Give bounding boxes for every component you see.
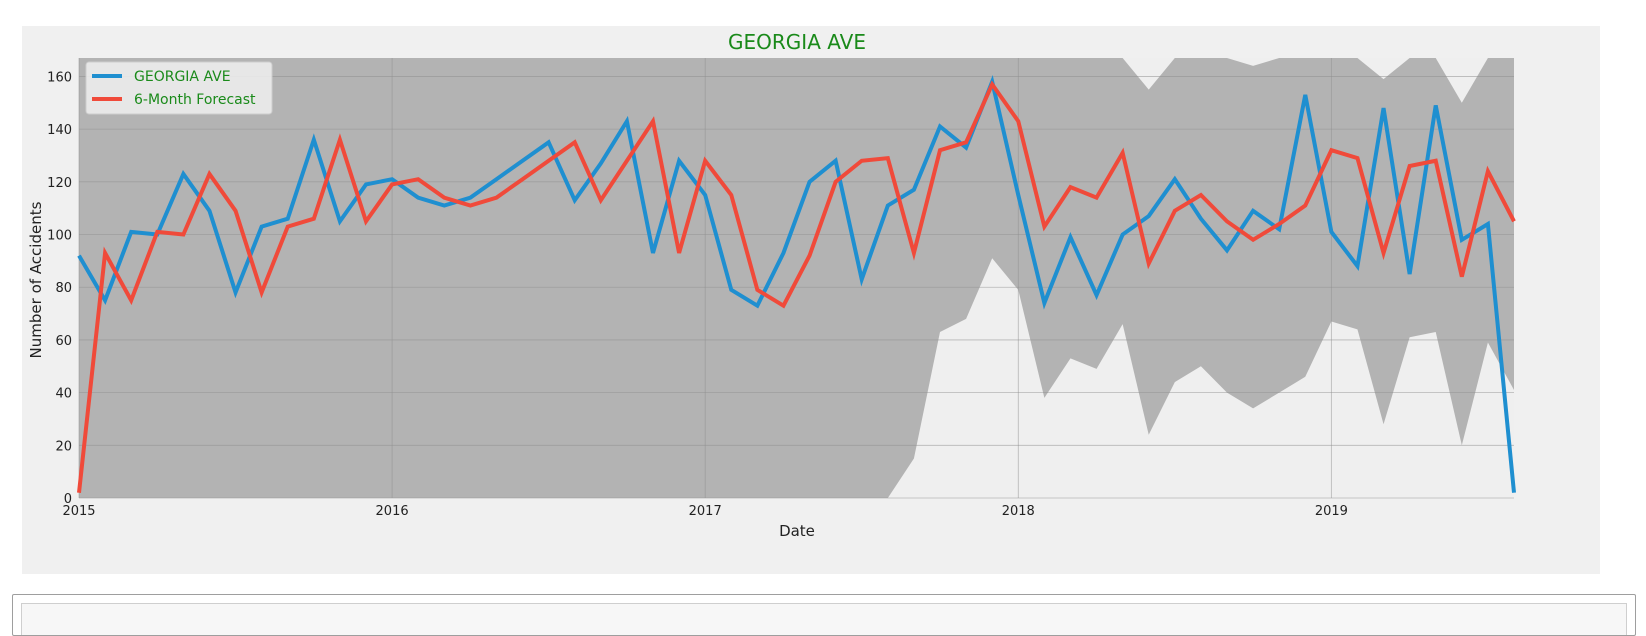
legend-entry-actual: GEORGIA AVE: [134, 69, 231, 85]
y-tick-label: 160: [47, 70, 72, 85]
y-tick-label: 140: [47, 123, 72, 138]
legend-box: [85, 61, 273, 115]
x-tick-label: 2017: [689, 504, 722, 519]
x-tick-label: 2015: [62, 504, 95, 519]
y-tick-label: 40: [55, 387, 72, 402]
forecast-series-line: [77, 80, 1516, 493]
output-cell-inner: [21, 603, 1627, 635]
y-tick-label: 100: [47, 229, 72, 244]
x-tick-label: 2016: [376, 504, 409, 519]
plot-area: 0 20 40 60 80 100 120 140 160 2015 2016 2017 2018 201…: [47, 58, 1516, 519]
y-tick-label: 120: [47, 176, 72, 191]
legend-entry-forecast: 6-Month Forecast: [134, 92, 256, 108]
chart-figure: 0 20 40 60 80 100 120 140 160 2015 2016 2017 2018 201…: [22, 26, 1600, 574]
output-cell-frame: [12, 594, 1636, 636]
x-tick-label: 2019: [1315, 504, 1348, 519]
chart-title: GEORGIA AVE: [728, 30, 866, 54]
y-tick-label: 0: [64, 492, 72, 507]
y-tick-label: 20: [55, 439, 72, 454]
y-tick-label: 60: [55, 334, 72, 349]
legend: GEORGIA AVE 6-Month Forecast: [85, 61, 273, 115]
y-tick-label: 80: [55, 281, 72, 296]
x-tick-label: 2018: [1002, 504, 1035, 519]
chart-svg: 0 20 40 60 80 100 120 140 160 2015 2016 2017 2018 201…: [27, 30, 1516, 540]
x-axis-label: Date: [779, 522, 815, 540]
y-axis-label: Number of Accidents: [27, 201, 45, 358]
